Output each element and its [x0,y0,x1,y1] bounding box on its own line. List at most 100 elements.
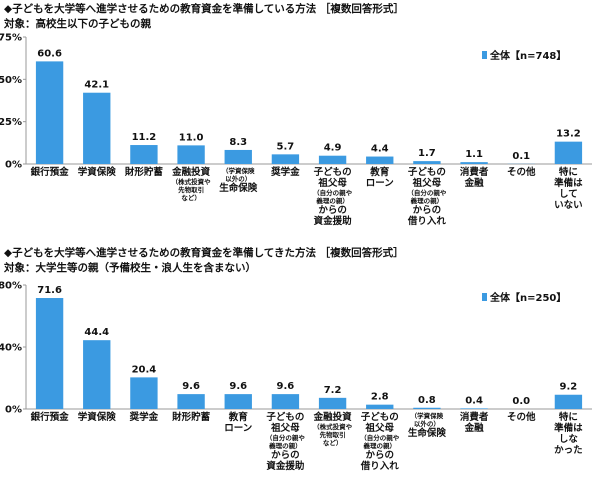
bar-value-label: 9.6 [229,381,247,392]
legend-swatch [482,293,487,301]
category-label-line: からの [412,205,442,216]
category-label-line: 財形貯蓄 [172,412,211,423]
y-tick-label: 0% [5,160,22,171]
category-label: 子どもの 祖父母 （自分の親や 義理の親） からの 資金援助 [262,412,309,472]
bar [460,162,488,164]
category-label-line: 準備は [554,423,583,434]
category-label-line: 先物取引 [178,186,205,194]
bar-value-label: 8.3 [229,137,247,148]
category-label-line: 以外の） [413,420,440,428]
bar-value-label: 44.4 [84,327,109,338]
category-label-line: 消費者 [459,167,489,178]
category-label-line: 財形貯蓄 [124,167,163,178]
category-label: 銀行預金 [26,167,73,178]
category-label-line: 生命保険 [219,183,258,194]
category-label: 特に 準備は しな かった [545,412,592,456]
bar-value-label: 0.0 [512,396,530,407]
bar [271,154,300,164]
category-label-line: 奨学金 [271,167,300,178]
bar-value-label: 7.2 [324,385,342,396]
category-label-line: して [559,189,578,200]
bar [554,394,583,409]
category-label-line: ローン [224,423,253,434]
category-label-line: 借り入れ [360,461,399,472]
category-label-line: 資金援助 [266,461,305,472]
category-label-line: その他 [506,412,536,423]
category-label-line: 子どもの [313,167,352,178]
bar [83,340,111,409]
category-label-line: 金融 [464,423,484,434]
category-label-line: しな [558,434,578,445]
bar [130,145,158,164]
chart1-subtitle: 対象：高校生以下の子どもの親 [4,18,151,30]
category-label: 教育 ローン [356,167,403,189]
category-label-line: 子どもの [360,412,399,423]
bar-value-label: 0.1 [512,151,530,162]
bar-value-label: 20.4 [132,364,157,375]
bar [318,397,347,409]
legend-label: 全体【n=748】 [489,49,566,62]
category-label-line: 先物取引 [319,431,346,439]
category-label-line: 祖父母 [412,178,442,189]
bar [366,156,394,164]
category-label-line: （株式投資や [313,423,353,431]
category-label: 奨学金 [262,167,309,178]
bar-value-label: 13.2 [556,129,581,140]
bar [554,141,583,164]
category-label: 教育 ローン [215,412,262,434]
bar-value-label: 9.2 [560,382,578,393]
category-label-line: （自分の親や [313,189,353,197]
category-label-line: 義理の親） [363,442,396,450]
category-label-line: 祖父母 [271,423,300,434]
bar [177,145,205,164]
category-label-line: など） [181,194,201,202]
category-label-line: その他 [506,167,536,178]
bar [130,377,158,409]
chart1-svg: 0% 25% 50% 75% 60.6 42.1 11.2 11.0 8.3 5.7 4.9 4.4 1… [0,33,592,171]
category-label-line: 生命保険 [407,428,446,439]
bar-value-label: 9.6 [182,381,200,392]
category-label: 子どもの 祖父母 （自分の親や 義理の親） からの 資金援助 [309,167,356,227]
y-tick-label: 75% [0,33,22,44]
bar [413,161,441,164]
bar-value-label: 5.7 [277,141,295,152]
bar-value-label: 42.1 [84,80,109,91]
category-label-line: からの [318,205,347,216]
bar [413,407,441,409]
category-label: 金融投資 （株式投資や 先物取引 など） [309,412,356,447]
category-label-line: ローン [365,178,394,189]
y-tick-label: 50% [0,75,22,86]
category-label-line: （学資保険 [410,412,444,420]
y-tick-label: 25% [0,117,22,128]
category-label-line: （自分の親や [265,434,305,442]
category-label-line: 子どもの [407,167,446,178]
bar-value-label: 71.6 [37,285,62,296]
category-label-line: 祖父母 [365,423,394,434]
category-label-line: 奨学金 [129,412,159,423]
category-label: 子どもの 祖父母 （自分の親や 義理の親） からの 借り入れ [356,412,403,472]
category-label-line: 資金援助 [313,216,352,227]
category-label-line: 銀行預金 [30,167,69,178]
category-label-line: 教育 [370,167,390,178]
category-label-line: など） [322,439,343,447]
category-label-line: 教育 [228,412,248,423]
category-label: 消費者 金融 [451,167,498,189]
category-label-line: 特に [558,167,578,178]
category-label-line: からの [365,450,394,461]
bar-value-label: 11.0 [179,132,204,143]
category-label: 財形貯蓄 [120,167,167,178]
category-label-line: （株式投資や [171,178,211,186]
bar-value-label: 1.7 [418,148,436,159]
category-label-line: 借り入れ [407,216,446,227]
bar-value-label: 0.4 [465,395,483,406]
bar [318,155,347,164]
bar [224,149,252,164]
category-label-line: 学資保険 [77,412,116,423]
category-label: 消費者 金融 [451,412,498,434]
category-label: （学資保険 以外の） 生命保険 [215,167,262,194]
bar [366,404,394,409]
category-label: 財形貯蓄 [168,412,215,423]
category-label: その他 [498,412,545,423]
bar [35,298,64,409]
